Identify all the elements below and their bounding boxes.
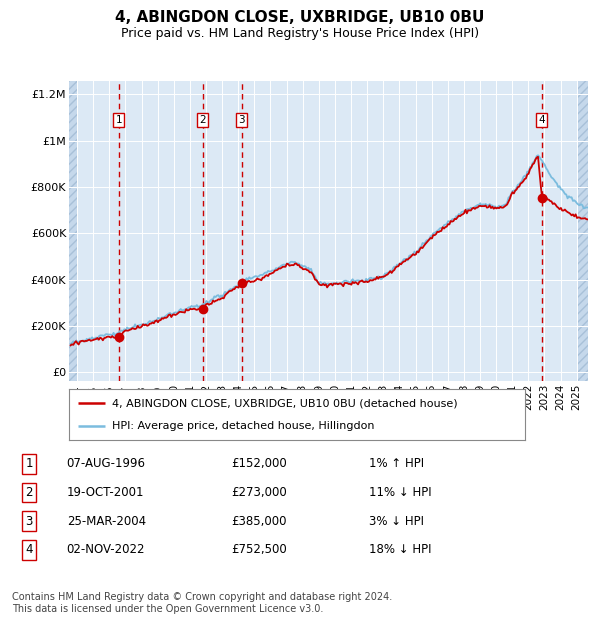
Text: 4: 4: [26, 543, 33, 556]
Text: 1: 1: [26, 458, 33, 471]
Text: Contains HM Land Registry data © Crown copyright and database right 2024.
This d: Contains HM Land Registry data © Crown c…: [12, 592, 392, 614]
Text: Price paid vs. HM Land Registry's House Price Index (HPI): Price paid vs. HM Land Registry's House …: [121, 27, 479, 40]
Text: 3: 3: [238, 115, 245, 125]
Text: 25-MAR-2004: 25-MAR-2004: [67, 515, 146, 528]
Text: 4: 4: [538, 115, 545, 125]
Text: £152,000: £152,000: [231, 458, 287, 471]
Text: 2: 2: [199, 115, 206, 125]
Bar: [69, 81, 77, 381]
Text: 02-NOV-2022: 02-NOV-2022: [67, 543, 145, 556]
Text: £385,000: £385,000: [231, 515, 286, 528]
Text: 11% ↓ HPI: 11% ↓ HPI: [369, 486, 432, 499]
Text: 3% ↓ HPI: 3% ↓ HPI: [369, 515, 424, 528]
Text: HPI: Average price, detached house, Hillingdon: HPI: Average price, detached house, Hill…: [112, 422, 375, 432]
Text: 1% ↑ HPI: 1% ↑ HPI: [369, 458, 424, 471]
Text: £752,500: £752,500: [231, 543, 287, 556]
Text: 4, ABINGDON CLOSE, UXBRIDGE, UB10 0BU (detached house): 4, ABINGDON CLOSE, UXBRIDGE, UB10 0BU (d…: [112, 398, 458, 408]
Bar: [577, 81, 588, 381]
Text: £273,000: £273,000: [231, 486, 287, 499]
Text: 18% ↓ HPI: 18% ↓ HPI: [369, 543, 431, 556]
Text: 4, ABINGDON CLOSE, UXBRIDGE, UB10 0BU: 4, ABINGDON CLOSE, UXBRIDGE, UB10 0BU: [115, 10, 485, 25]
Text: 3: 3: [26, 515, 33, 528]
Text: 1: 1: [115, 115, 122, 125]
Text: 2: 2: [26, 486, 33, 499]
Text: 07-AUG-1996: 07-AUG-1996: [67, 458, 146, 471]
Text: 19-OCT-2001: 19-OCT-2001: [67, 486, 144, 499]
